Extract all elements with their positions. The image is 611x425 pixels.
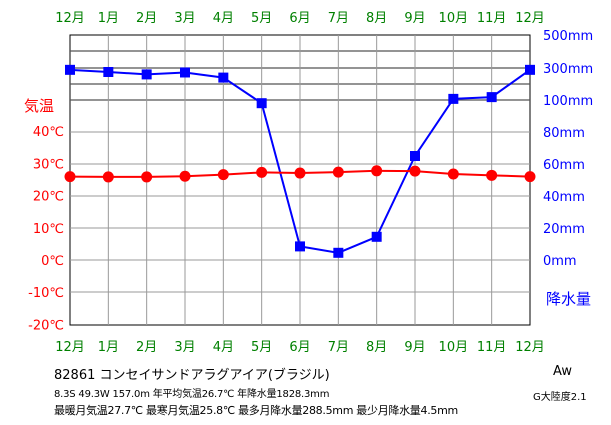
precipitation-point — [410, 151, 420, 161]
top-month-labels: 12月 1月 2月 3月 4月 5月 6月 7月 8月 9月 10月 11月 12月 — [55, 11, 545, 26]
month-label-bottom: 3月 — [174, 340, 195, 355]
precipitation-point — [333, 247, 344, 258]
precipitation-tick-label: 300mm — [543, 62, 593, 77]
temperature-point — [256, 166, 268, 178]
precipitation-series — [65, 64, 535, 258]
temperature-axis-label: 気温 — [24, 97, 54, 115]
month-label-bottom: 2月 — [136, 340, 157, 355]
precipitation-tick-label: 100mm — [543, 94, 593, 109]
precipitation-point — [65, 64, 75, 75]
month-label-bottom: 12月 — [515, 340, 545, 355]
temperature-point — [141, 171, 153, 183]
precipitation-tick-label: 40mm — [543, 190, 585, 205]
month-label-bottom: 10月 — [439, 340, 469, 355]
temperature-axis-ticks: 40℃ 30℃ 20℃ 10℃ 0℃ -10℃ -20℃ — [28, 125, 64, 333]
temperature-point — [486, 169, 498, 181]
precipitation-tick-label: 0mm — [543, 254, 577, 269]
precipitation-point — [141, 69, 152, 80]
month-label-top: 4月 — [213, 11, 234, 26]
month-label-top: 10月 — [439, 11, 469, 26]
temperature-point — [294, 167, 306, 179]
temperature-tick-label: 10℃ — [33, 222, 64, 237]
month-label-bottom: 8月 — [366, 340, 387, 355]
station-extremes-summary: 最暖月気温27.7℃ 最寒月気温25.8℃ 最多月降水量288.5mm 最少月降… — [54, 404, 458, 417]
temperature-tick-label: 0℃ — [41, 254, 64, 269]
precipitation-point — [103, 67, 114, 77]
month-label-bottom: 1月 — [98, 340, 119, 355]
temperature-point — [447, 168, 459, 180]
station-name: 82861 コンセイサンドアラグアイア(ブラジル) — [54, 368, 330, 383]
temperature-tick-label: 20℃ — [33, 190, 64, 205]
month-label-top: 3月 — [174, 11, 195, 26]
precipitation-point — [486, 92, 497, 103]
precipitation-point — [256, 98, 267, 109]
temperature-series — [64, 165, 536, 183]
temperature-tick-label: -10℃ — [28, 286, 64, 301]
temperature-point — [179, 170, 191, 182]
month-label-top: 7月 — [328, 11, 349, 26]
precipitation-axis-label: 降水量 — [546, 290, 591, 308]
station-location-summary: 8.3S 49.3W 157.0m 年平均気温26.7℃ 年降水量1828.3m… — [54, 389, 330, 400]
bottom-month-labels: 12月 1月 2月 3月 4月 5月 6月 7月 8月 9月 10月 11月 12月 — [55, 340, 545, 355]
precipitation-point — [295, 241, 305, 252]
temperature-point — [332, 166, 344, 178]
month-label-top: 11月 — [477, 11, 507, 26]
month-label-bottom: 4月 — [213, 340, 234, 355]
month-label-bottom: 6月 — [289, 340, 310, 355]
climate-classification: Aw — [553, 364, 572, 379]
temperature-point — [524, 171, 536, 183]
temperature-tick-label: -20℃ — [28, 318, 64, 333]
month-label-top: 9月 — [404, 11, 425, 26]
temperature-point — [409, 165, 421, 177]
precipitation-point — [371, 231, 382, 242]
precipitation-tick-label: 60mm — [543, 158, 585, 173]
precipitation-axis-ticks: 500mm 300mm 100mm 80mm 60mm 40mm 20mm 0mm — [543, 29, 593, 269]
temperature-point — [102, 171, 114, 183]
month-label-bottom: 5月 — [251, 340, 272, 355]
month-label-bottom: 12月 — [55, 340, 85, 355]
month-label-top: 8月 — [366, 11, 387, 26]
month-label-bottom: 7月 — [328, 340, 349, 355]
month-label-bottom: 11月 — [477, 340, 507, 355]
month-label-top: 12月 — [515, 11, 545, 26]
precipitation-tick-label: 500mm — [543, 29, 593, 44]
continentality-index: G大陸度2.1 — [533, 392, 587, 403]
month-label-top: 6月 — [289, 11, 310, 26]
precipitation-point — [448, 93, 459, 104]
temperature-tick-label: 30℃ — [33, 157, 64, 172]
month-label-top: 12月 — [55, 11, 85, 26]
temperature-point — [217, 169, 229, 181]
chart-grid — [69, 34, 531, 326]
temperature-point — [371, 165, 383, 177]
month-label-top: 5月 — [251, 11, 272, 26]
precipitation-tick-label: 20mm — [543, 222, 585, 237]
month-label-bottom: 9月 — [404, 340, 425, 355]
month-label-top: 1月 — [98, 11, 119, 26]
precipitation-point — [525, 64, 535, 75]
precipitation-tick-label: 80mm — [543, 126, 585, 141]
precipitation-point — [180, 67, 190, 78]
temperature-point — [64, 171, 76, 183]
temperature-tick-label: 40℃ — [33, 125, 64, 140]
month-label-top: 2月 — [136, 11, 157, 26]
precipitation-point — [218, 72, 229, 83]
